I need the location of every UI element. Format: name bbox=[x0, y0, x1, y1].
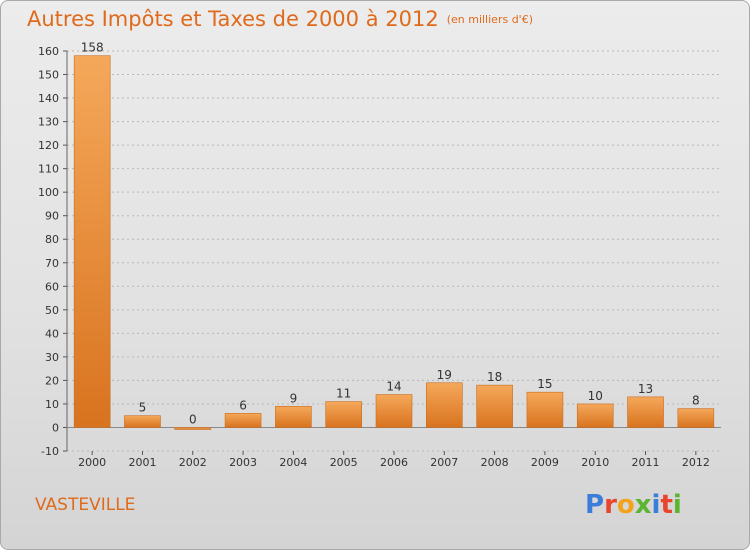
x-tick-label: 2006 bbox=[380, 456, 408, 469]
y-tick-label: 0 bbox=[52, 421, 59, 434]
bar-2009 bbox=[526, 391, 564, 428]
x-tick-label: 2001 bbox=[128, 456, 156, 469]
x-tick-label: 2004 bbox=[279, 456, 307, 469]
logo-letter: x bbox=[634, 490, 652, 520]
data-label-2008: 18 bbox=[487, 370, 502, 384]
logo-letter: i bbox=[672, 490, 682, 520]
bar-2000 bbox=[73, 55, 111, 428]
proxiti-logo[interactable]: Proxiti bbox=[585, 490, 682, 520]
y-tick-label: 110 bbox=[38, 163, 59, 176]
bar-2008 bbox=[476, 384, 513, 428]
y-tick-label: -10 bbox=[41, 445, 59, 458]
data-label-2002: 0 bbox=[189, 412, 197, 426]
unit-label: (en milliers d'€) bbox=[446, 13, 533, 26]
data-label-2010: 10 bbox=[588, 389, 603, 403]
bar-2007 bbox=[426, 382, 463, 428]
bar-2011 bbox=[627, 396, 664, 428]
y-tick-label: 160 bbox=[38, 45, 59, 58]
logo-letter: i bbox=[651, 490, 661, 520]
logo-letter: P bbox=[585, 490, 605, 520]
data-label-2009: 15 bbox=[537, 377, 552, 391]
data-label-2004: 9 bbox=[290, 391, 298, 405]
data-label-2000: 158 bbox=[81, 41, 104, 55]
y-tick-label: 70 bbox=[45, 257, 59, 270]
x-tick-label: 2005 bbox=[330, 456, 358, 469]
data-label-2001: 5 bbox=[139, 401, 147, 415]
x-tick-label: 2012 bbox=[682, 456, 710, 469]
y-tick-label: 30 bbox=[45, 351, 59, 364]
x-tick-label: 2003 bbox=[229, 456, 257, 469]
bar-2001 bbox=[124, 415, 161, 428]
commune-name: VASTEVILLE bbox=[35, 495, 136, 515]
data-labels: 158 5 0 6 9 11 14 19 18 15 10 13 8 bbox=[81, 41, 700, 427]
data-label-2006: 14 bbox=[386, 380, 401, 394]
bar-2004 bbox=[275, 405, 312, 428]
chart-title: Autres Impôts et Taxes de 2000 à 2012 (en… bbox=[27, 7, 533, 31]
logo-letter: t bbox=[660, 490, 673, 520]
bar-2010 bbox=[576, 403, 614, 428]
y-tick-label: 20 bbox=[45, 374, 59, 387]
y-tick-label: 100 bbox=[38, 186, 59, 199]
bars bbox=[73, 55, 715, 430]
bar-2006 bbox=[375, 394, 413, 428]
y-tick-label: 150 bbox=[38, 69, 59, 82]
bar-2002 bbox=[174, 427, 212, 430]
bar-2005 bbox=[325, 401, 362, 428]
bar-2003 bbox=[224, 413, 262, 428]
x-tick-label: 2010 bbox=[581, 456, 609, 469]
x-tick-label: 2007 bbox=[430, 456, 458, 469]
logo-letter: r bbox=[604, 490, 617, 520]
y-tick-label: 90 bbox=[45, 210, 59, 223]
x-tick-label: 2011 bbox=[632, 456, 660, 469]
y-tick-label: 60 bbox=[45, 280, 59, 293]
x-tick-label: 2000 bbox=[78, 456, 106, 469]
y-tick-label: 80 bbox=[45, 233, 59, 246]
y-tick-label: 40 bbox=[45, 327, 59, 340]
y-tick-label: 10 bbox=[45, 398, 59, 411]
logo-letter: o bbox=[616, 490, 635, 520]
y-tick-label: 120 bbox=[38, 139, 59, 152]
data-label-2011: 13 bbox=[638, 382, 653, 396]
data-label-2012: 8 bbox=[692, 394, 700, 408]
x-tick-label: 2008 bbox=[481, 456, 509, 469]
y-tick-label: 130 bbox=[38, 116, 59, 129]
bar-2012 bbox=[677, 408, 715, 428]
x-tick-label: 2009 bbox=[531, 456, 559, 469]
title-text: Autres Impôts et Taxes de 2000 à 2012 bbox=[27, 7, 439, 31]
data-label-2007: 19 bbox=[437, 368, 452, 382]
y-tick-label: 140 bbox=[38, 92, 59, 105]
y-tick-label: 50 bbox=[45, 304, 59, 317]
x-tick-label: 2002 bbox=[179, 456, 207, 469]
data-label-2005: 11 bbox=[336, 387, 351, 401]
data-label-2003: 6 bbox=[239, 398, 247, 412]
